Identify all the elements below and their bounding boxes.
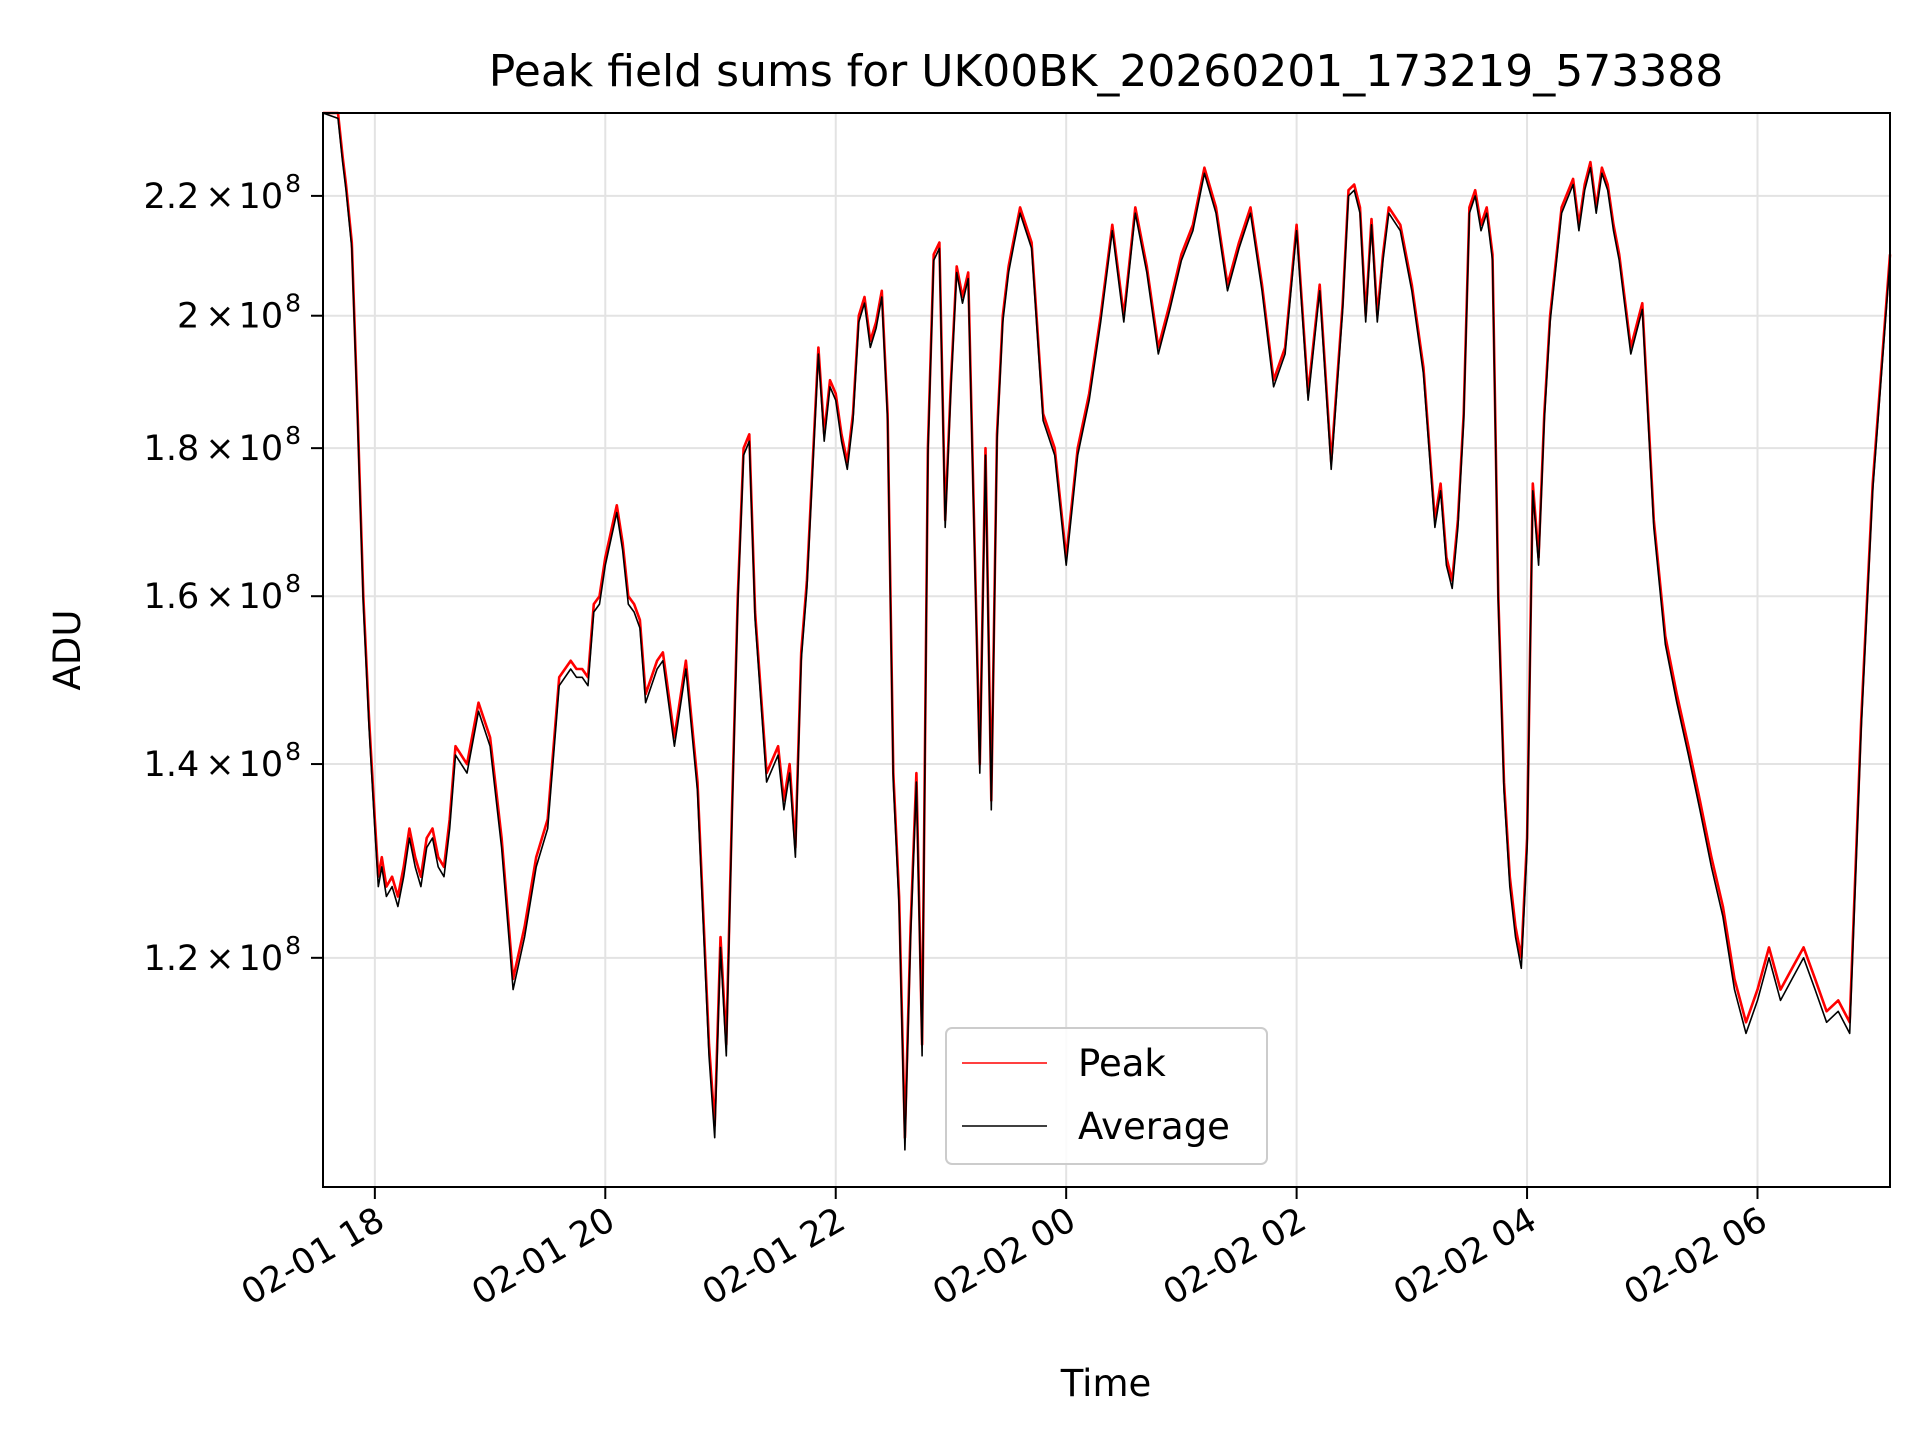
y-tick-base: 10 — [239, 429, 284, 469]
y-tick-times: × — [205, 939, 234, 979]
y-tick-times: × — [205, 177, 234, 217]
y-tick-times: × — [205, 297, 234, 337]
y-tick-mantissa: 2.2 — [144, 177, 200, 217]
y-tick-label: 1.4 × 108 — [144, 737, 301, 785]
y-tick-base: 10 — [239, 577, 284, 617]
y-tick-label: 1.6 × 108 — [144, 569, 301, 617]
grid — [323, 113, 1890, 1187]
legend-box — [945, 1027, 1268, 1165]
y-tick-times: × — [205, 429, 234, 469]
y-tick-base: 10 — [239, 297, 284, 337]
legend: Peak Average — [945, 1027, 1268, 1165]
plot-frame — [322, 112, 1891, 1188]
y-tick-mantissa: 2 — [177, 297, 199, 337]
y-axis-label: ADU — [46, 610, 89, 691]
y-tick-exponent: 8 — [285, 737, 301, 766]
legend-average-label: Average — [1078, 1105, 1230, 1148]
y-tick-exponent: 8 — [285, 421, 301, 450]
y-tick-times: × — [205, 577, 234, 617]
y-tick-mantissa: 1.4 — [144, 745, 200, 785]
y-tick-mantissa: 1.6 — [144, 577, 200, 617]
series-layer — [322, 111, 1892, 1151]
legend-peak-label: Peak — [1078, 1042, 1166, 1085]
y-tick-mantissa: 1.2 — [144, 939, 200, 979]
series-line-average — [322, 112, 1891, 1151]
x-axis-label: Time — [1060, 1362, 1152, 1405]
y-tick-exponent: 8 — [285, 569, 301, 598]
y-tick-label: 1.2 × 108 — [144, 931, 301, 979]
y-tick-label: 1.8 × 108 — [144, 421, 301, 469]
chart-title: Peak field sums for UK00BK_20260201_1732… — [489, 46, 1723, 97]
y-tick-exponent: 8 — [285, 931, 301, 960]
y-tick-base: 10 — [239, 939, 284, 979]
y-tick-times: × — [205, 745, 234, 785]
y-tick-label: 2.2 × 108 — [144, 169, 301, 217]
y-tick-mantissa: 1.8 — [144, 429, 200, 469]
y-tick-base: 10 — [239, 177, 284, 217]
y-tick-exponent: 8 — [285, 169, 301, 198]
y-tick-base: 10 — [239, 745, 284, 785]
y-tick-label: 2 × 108 — [177, 289, 301, 337]
y-tick-exponent: 8 — [285, 289, 301, 318]
